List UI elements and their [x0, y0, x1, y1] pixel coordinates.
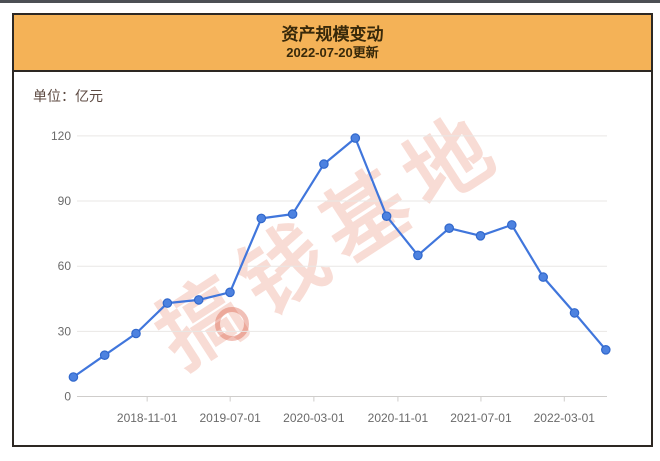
- data-point[interactable]: [99, 350, 110, 360]
- data-point[interactable]: [193, 295, 204, 305]
- x-axis-label: 2018-11-01: [117, 411, 178, 425]
- y-axis-label: 30: [58, 324, 72, 338]
- chart-header: 资产规模变动 2022-07-20更新: [14, 15, 651, 72]
- chart-card: 资产规模变动 2022-07-20更新 搞钱基地 0 30 60 90 120 2018-…: [12, 13, 653, 447]
- top-edge-bar: [0, 0, 660, 3]
- chart-area: 搞钱基地 0 30 60 90 120 2018-11-01 2019-07-01 2020-…: [14, 72, 651, 445]
- data-point[interactable]: [162, 298, 173, 308]
- data-point[interactable]: [444, 223, 454, 233]
- data-point[interactable]: [287, 209, 298, 219]
- x-axis-label: 2022-03-01: [534, 411, 596, 425]
- x-axis-label: 2020-11-01: [368, 411, 429, 425]
- data-point[interactable]: [506, 220, 517, 230]
- data-point[interactable]: [475, 231, 486, 241]
- asset-scale-line: [72, 136, 607, 379]
- y-axis-label: 60: [58, 259, 72, 273]
- y-axis-label: 90: [58, 194, 72, 208]
- data-point[interactable]: [600, 344, 611, 355]
- asset-scale-line-chart[interactable]: 0 30 60 90 120 2018-11-01 2019-07-01 2020-03-01…: [14, 72, 651, 445]
- unit-label: 单位：亿元: [33, 88, 103, 104]
- x-axis-label: 2021-07-01: [450, 411, 512, 425]
- data-point[interactable]: [569, 308, 580, 318]
- data-point[interactable]: [381, 211, 392, 221]
- data-point[interactable]: [225, 287, 235, 298]
- data-point[interactable]: [350, 133, 361, 143]
- chart-title: 资产规模变动: [281, 25, 384, 44]
- data-point[interactable]: [131, 328, 141, 339]
- y-axis-label: 0: [64, 390, 71, 404]
- y-axis-label: 120: [51, 129, 71, 143]
- data-point[interactable]: [413, 250, 423, 261]
- data-point[interactable]: [68, 372, 79, 382]
- data-point[interactable]: [319, 159, 329, 169]
- x-axis-label: 2020-03-01: [283, 411, 345, 425]
- update-date: 2022-07-20更新: [286, 45, 379, 60]
- data-point[interactable]: [256, 213, 267, 224]
- data-point[interactable]: [538, 272, 548, 282]
- x-axis-label: 2019-07-01: [199, 411, 261, 425]
